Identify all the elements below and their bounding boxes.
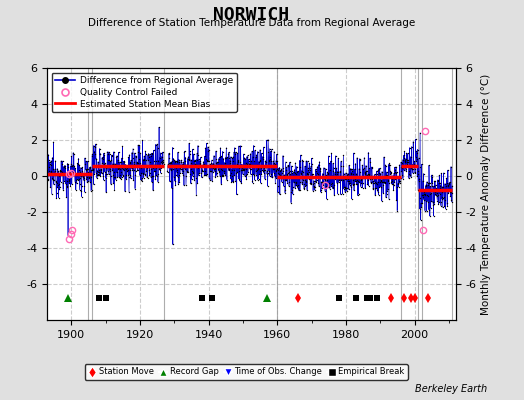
Legend: Difference from Regional Average, Quality Control Failed, Estimated Station Mean: Difference from Regional Average, Qualit… (52, 72, 236, 112)
Text: NORWICH: NORWICH (213, 6, 290, 24)
Legend: Station Move, Record Gap, Time of Obs. Change, Empirical Break: Station Move, Record Gap, Time of Obs. C… (85, 364, 408, 380)
Text: Berkeley Earth: Berkeley Earth (415, 384, 487, 394)
Text: Difference of Station Temperature Data from Regional Average: Difference of Station Temperature Data f… (88, 18, 415, 28)
Y-axis label: Monthly Temperature Anomaly Difference (°C): Monthly Temperature Anomaly Difference (… (481, 73, 491, 315)
